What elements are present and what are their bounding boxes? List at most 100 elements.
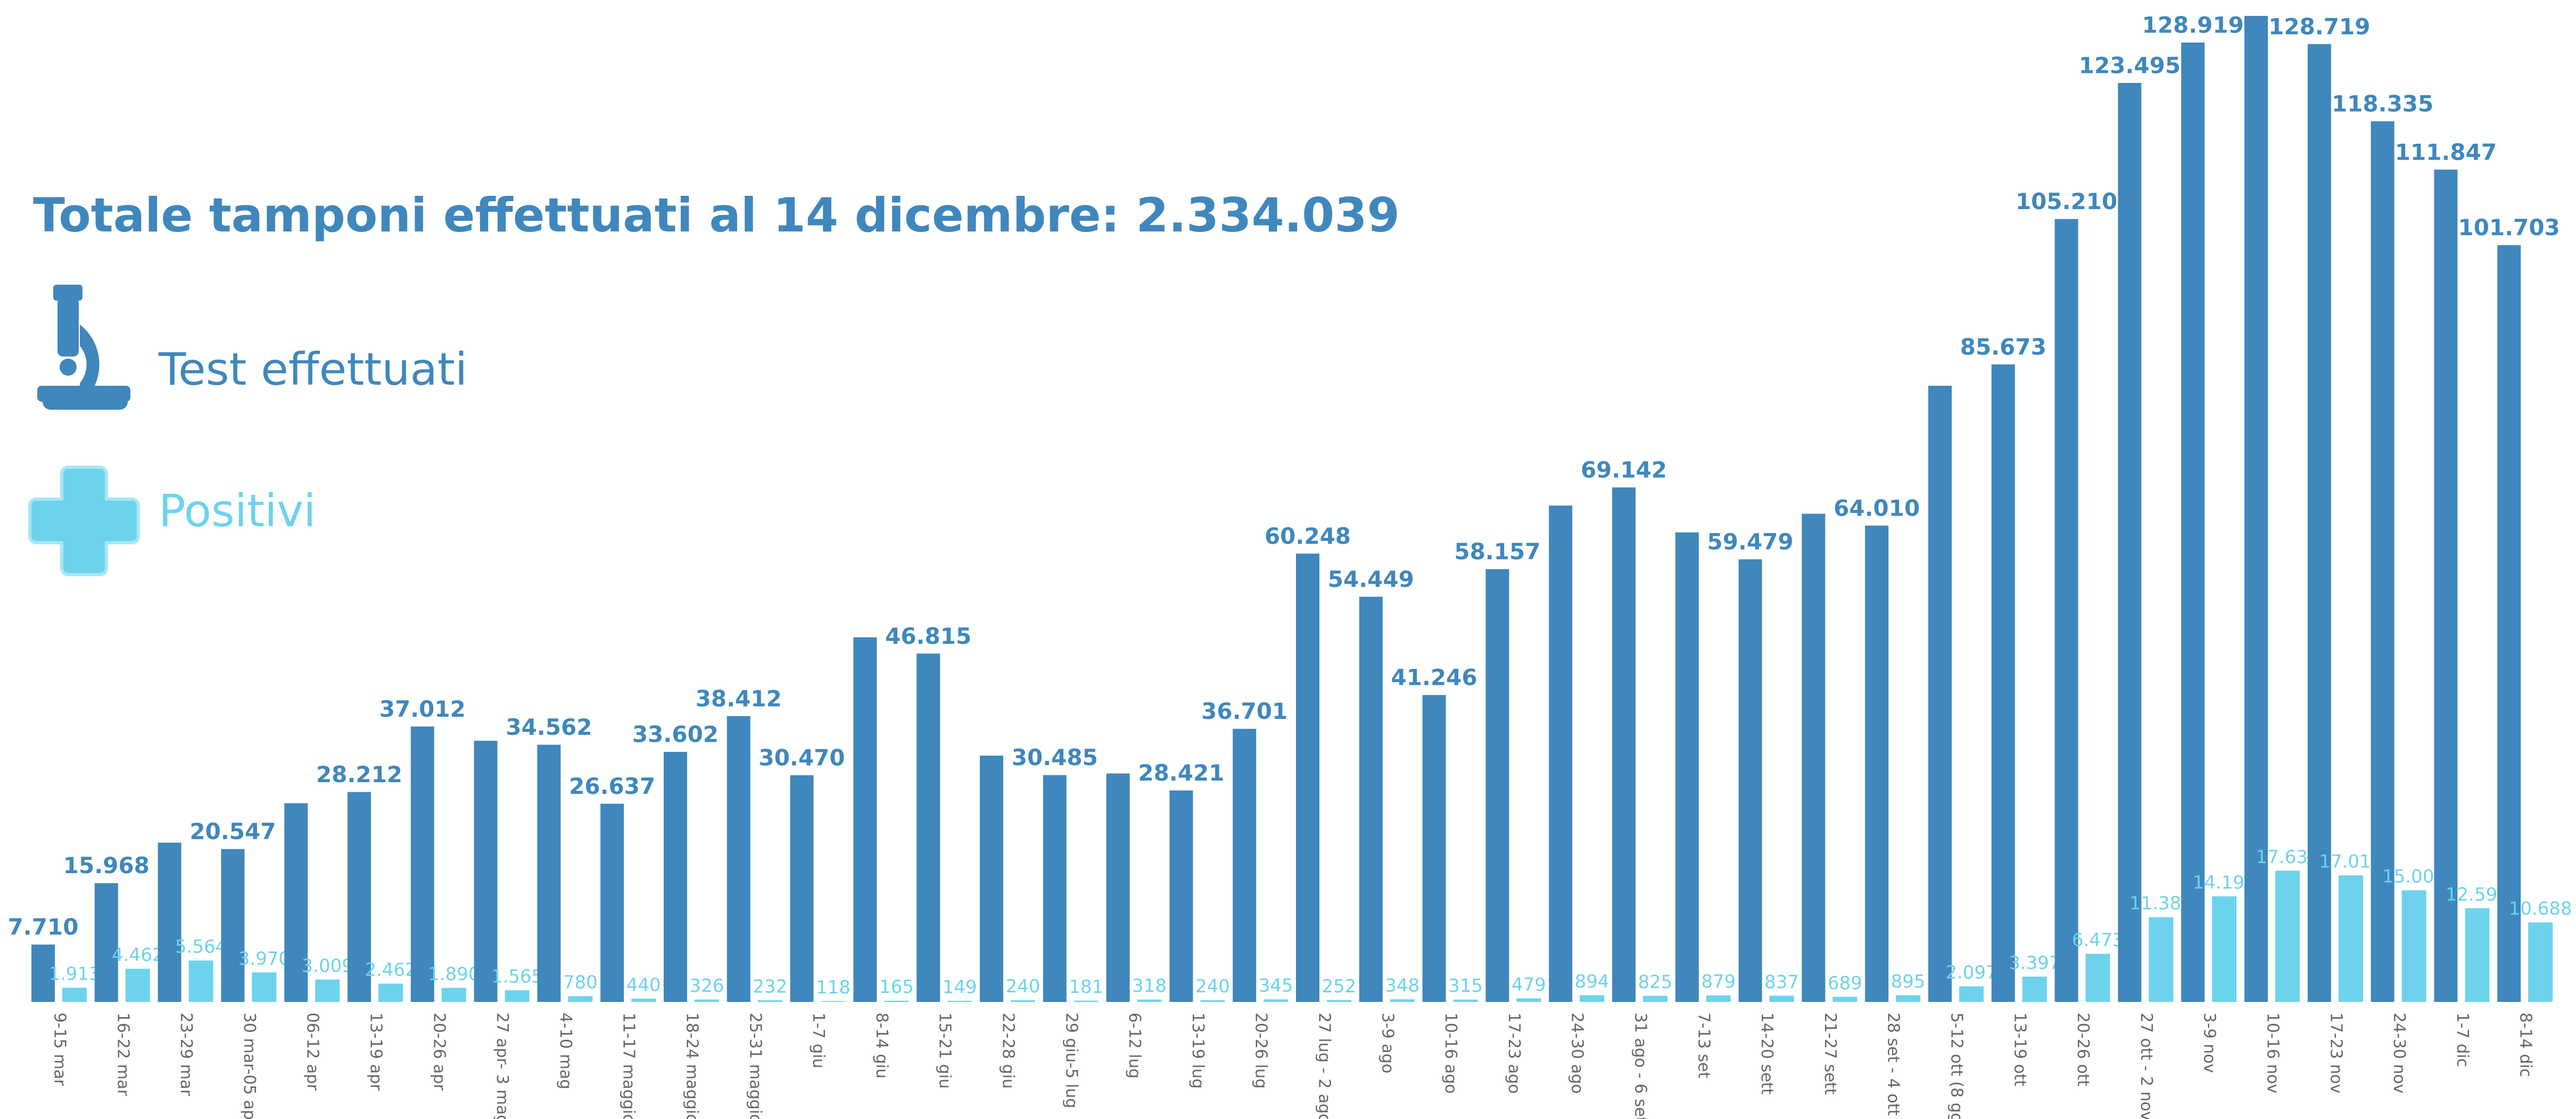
- value-label: 3.397: [2009, 952, 2060, 974]
- bar: [1549, 505, 1573, 1002]
- bar: [1200, 1000, 1225, 1002]
- bar: [2307, 44, 2331, 1002]
- x-tick-label: 5-12 ott (8 gg): [1947, 1013, 1966, 1119]
- x-tick-label: 23-29 mar: [177, 1013, 195, 1096]
- bar: [221, 849, 245, 1002]
- x-tick-label: 24-30 nov: [2390, 1013, 2408, 1093]
- bar: [62, 988, 87, 1002]
- bar: [1327, 1000, 1351, 1002]
- value-label: 105.210: [2016, 188, 2117, 214]
- bar: [1928, 386, 1952, 1002]
- x-tick-label: 17-23 ago: [1505, 1013, 1523, 1094]
- x-tick-label: 24-30 ago: [1568, 1013, 1587, 1094]
- bar: [1106, 773, 1130, 1002]
- bar: [2371, 121, 2395, 1002]
- value-label: 825: [1638, 972, 1673, 993]
- value-label: 7.710: [8, 914, 79, 940]
- bar: [284, 803, 308, 1002]
- bar: [125, 968, 150, 1002]
- x-tick-label: 10-16 nov: [2264, 1013, 2282, 1093]
- x-tick-label: 20-26 ott: [2074, 1013, 2092, 1087]
- value-label: 64.010: [1834, 495, 1920, 521]
- value-label: 10.688: [2509, 898, 2572, 919]
- x-tick-label: 27 ott - 2 nov: [2137, 1013, 2156, 1119]
- value-label: 28.421: [1138, 760, 1224, 786]
- bar: [378, 983, 403, 1002]
- bar: [1959, 986, 1984, 1002]
- x-tick-label: 3-9 ago: [1378, 1013, 1397, 1073]
- value-label: 60.248: [1265, 523, 1351, 549]
- bar: [1422, 695, 1446, 1002]
- bar: [1137, 999, 1162, 1002]
- bar: [1233, 728, 1257, 1002]
- value-label: 689: [1828, 973, 1862, 994]
- bar: [2338, 875, 2363, 1002]
- value-label: 1.913: [48, 964, 100, 985]
- value-label: 2.097: [1945, 962, 1997, 983]
- bar: [2149, 917, 2174, 1002]
- value-label: 111.847: [2395, 139, 2497, 165]
- value-label: 54.449: [1328, 566, 1414, 592]
- value-label: 837: [1764, 972, 1799, 993]
- value-label: 2.462: [365, 959, 416, 981]
- value-label: 895: [1891, 971, 1926, 992]
- value-label: 479: [1512, 974, 1546, 996]
- value-label: 4.462: [112, 944, 163, 966]
- x-tick-label: 30 mar-05 apr: [240, 1013, 259, 1119]
- bar: [1390, 999, 1415, 1002]
- value-label: 26.637: [569, 773, 655, 799]
- value-label: 1.890: [428, 964, 480, 985]
- value-label: 440: [626, 974, 661, 996]
- x-tick-label: 22-28 giu: [999, 1013, 1018, 1089]
- bar: [884, 1000, 909, 1002]
- value-label: 326: [690, 975, 724, 997]
- bar: [348, 792, 371, 1002]
- bar: [726, 716, 750, 1002]
- bar: [1675, 532, 1699, 1002]
- bar: [1011, 1000, 1035, 1002]
- value-label: 879: [1701, 971, 1736, 992]
- bar: [474, 741, 498, 1002]
- bar: [2118, 82, 2142, 1002]
- bar: [1453, 999, 1478, 1002]
- value-label: 123.495: [2079, 52, 2181, 78]
- bar: [31, 944, 55, 1002]
- value-label: 28.212: [316, 761, 402, 788]
- bar: [1738, 559, 1762, 1002]
- bar: [2401, 890, 2426, 1002]
- value-label: 5.564: [175, 936, 227, 958]
- x-tick-label: 11-17 maggio: [620, 1013, 638, 1119]
- bar: [1043, 775, 1067, 1002]
- value-label: 59.479: [1707, 529, 1794, 555]
- bar: [2181, 43, 2205, 1002]
- x-tick-label: 21-27 sett: [1821, 1013, 1839, 1095]
- x-tick-label: 16-22 mar: [113, 1013, 132, 1096]
- x-tick-label: 31 ago - 6 set: [1631, 1013, 1650, 1119]
- x-tick-label: 6-12 lug: [1125, 1013, 1144, 1079]
- bar: [1865, 525, 1889, 1002]
- bar: [757, 1000, 782, 1002]
- x-tick-label: 14-20 sett: [1757, 1013, 1776, 1095]
- value-label: 34.562: [506, 714, 592, 740]
- bar: [1169, 790, 1193, 1002]
- x-tick-label: 20-26 lug: [1252, 1013, 1270, 1089]
- value-label: 252: [1322, 976, 1357, 997]
- value-label: 181: [1069, 976, 1103, 998]
- value-label: 20.547: [189, 818, 276, 844]
- value-label: 46.815: [885, 623, 971, 649]
- x-tick-label: 27 apr- 3 mag: [493, 1013, 511, 1119]
- bar: [568, 996, 593, 1002]
- bar: [917, 653, 940, 1002]
- value-label: 6.473: [2072, 930, 2124, 951]
- x-tick-label: 8-14 dic: [2516, 1013, 2535, 1077]
- bar: [790, 775, 814, 1002]
- x-tick-label: 1-7 dic: [2453, 1013, 2472, 1067]
- bar: [1832, 997, 1857, 1002]
- value-label: 240: [1195, 976, 1230, 997]
- value-label: 33.602: [632, 722, 719, 748]
- bar: [947, 1000, 972, 1002]
- x-tick-label: 25-31 maggio: [746, 1013, 764, 1119]
- bar: [2054, 219, 2078, 1002]
- bar: [664, 752, 687, 1002]
